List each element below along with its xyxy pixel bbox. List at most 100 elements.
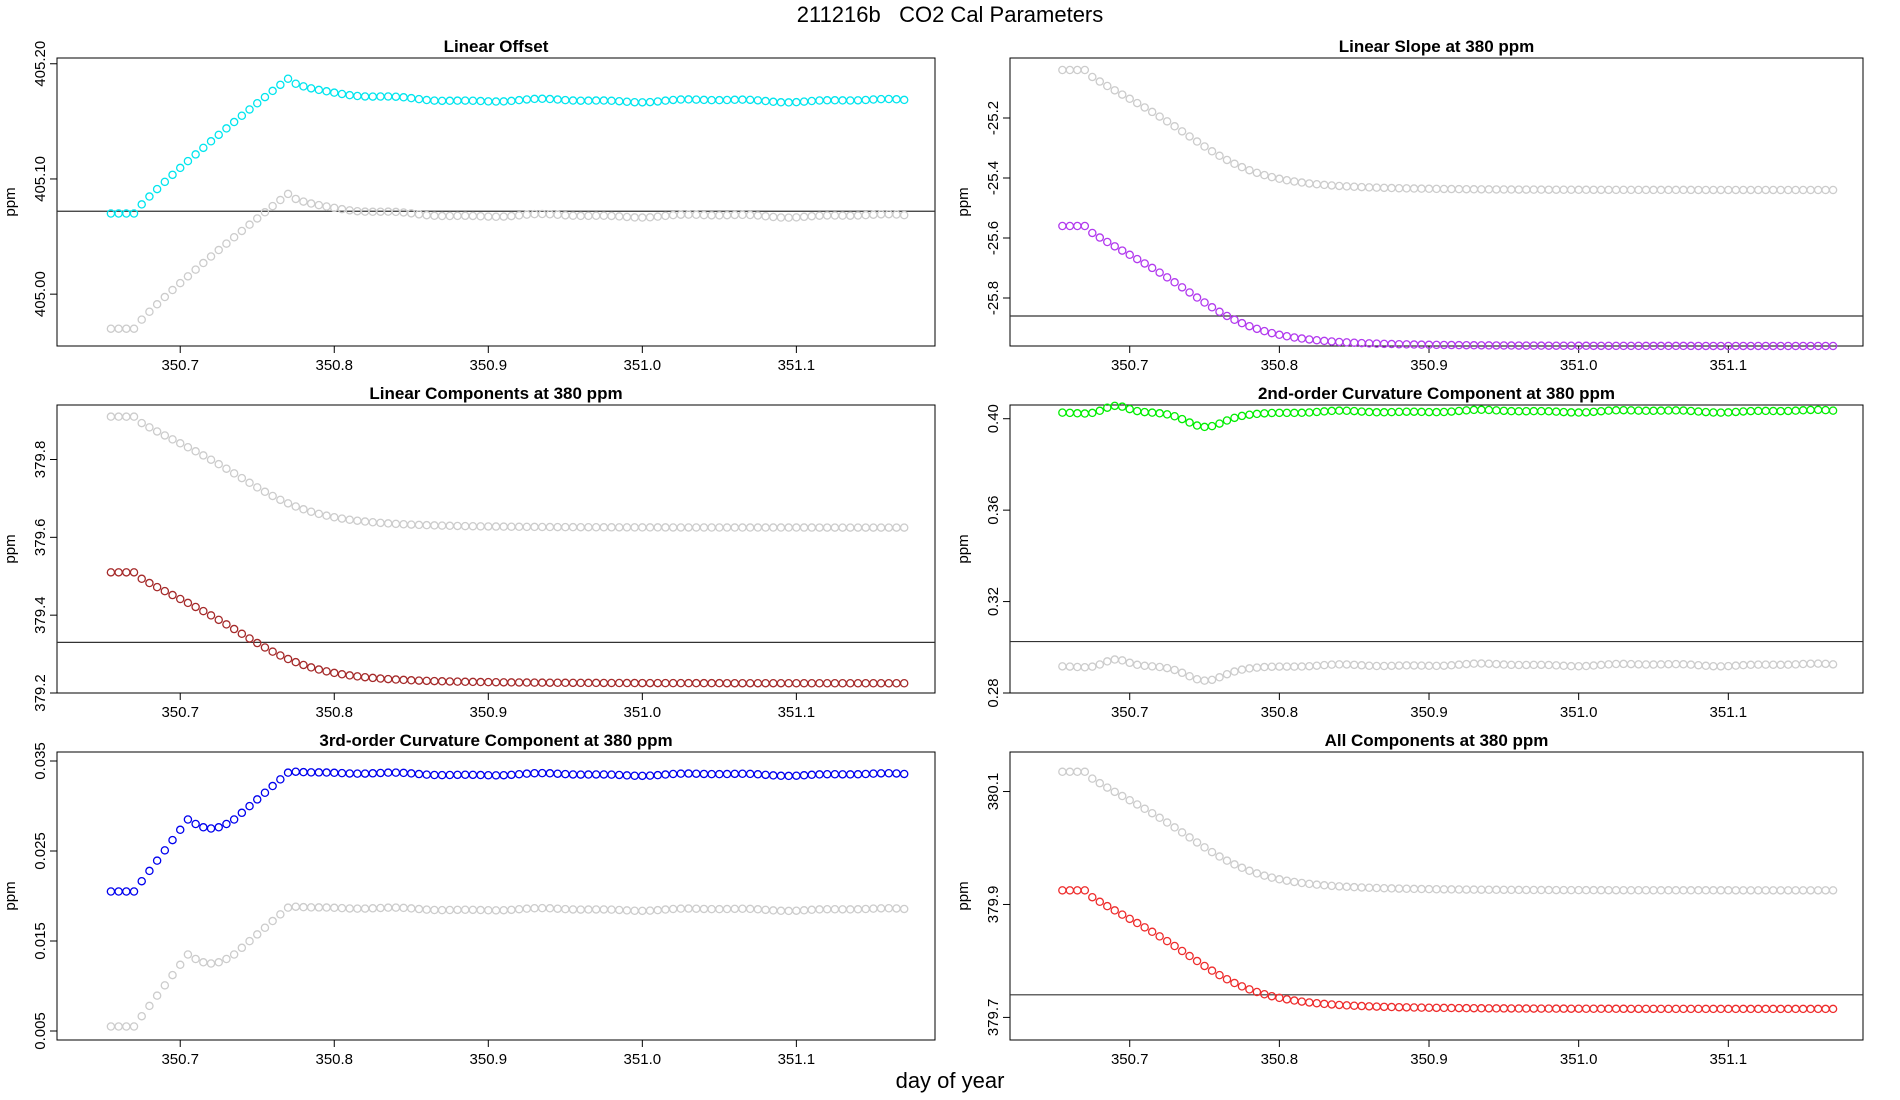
- data-point: [137, 418, 146, 428]
- data-point: [1282, 662, 1292, 671]
- data-point: [869, 523, 878, 532]
- data-point: [1177, 283, 1187, 292]
- data-point: [638, 678, 647, 688]
- data-point: [383, 674, 393, 684]
- data-point: [530, 678, 539, 687]
- data-point: [1507, 406, 1516, 416]
- data-point: [499, 212, 508, 221]
- data-point: [1080, 409, 1090, 418]
- x-tick-label: 350.9: [470, 357, 508, 374]
- data-point: [1267, 328, 1277, 338]
- data-point: [807, 770, 817, 780]
- data-point: [830, 904, 840, 914]
- panel-2: Linear Slope at 380 ppm ppm 350.7 350.8 350.…: [955, 37, 1864, 374]
- data-point: [122, 887, 131, 896]
- data-point: [1694, 1004, 1703, 1014]
- data-point: [784, 771, 793, 781]
- data-point: [645, 523, 655, 532]
- data-point: [145, 1001, 154, 1011]
- data-point: [1155, 268, 1164, 277]
- y-tick-label: 379.8: [32, 441, 49, 479]
- data-point: [114, 412, 123, 421]
- data-point: [676, 904, 686, 913]
- data-point: [676, 678, 686, 688]
- data-point: [422, 676, 431, 686]
- data-point: [799, 906, 809, 915]
- data-point: [638, 906, 647, 916]
- data-point: [430, 211, 439, 221]
- data-point: [1439, 184, 1449, 194]
- data-point: [291, 902, 301, 911]
- data-point: [1140, 407, 1149, 417]
- data-point: [137, 574, 146, 584]
- data-point: [260, 643, 270, 652]
- data-point: [1432, 1003, 1441, 1013]
- x-tick-label: 351.1: [1710, 1051, 1748, 1068]
- data-point: [1724, 886, 1733, 895]
- data-point: [514, 211, 524, 220]
- data-point: [1357, 407, 1366, 416]
- data-point: [1058, 65, 1067, 75]
- data-point: [1806, 405, 1815, 415]
- data-point: [1162, 663, 1172, 673]
- data-point: [1245, 664, 1254, 673]
- data-point: [684, 210, 693, 219]
- data-point: [437, 96, 447, 106]
- data-point: [899, 210, 909, 220]
- data-point: [745, 678, 755, 688]
- data-point: [1551, 185, 1561, 194]
- data-point: [399, 520, 408, 529]
- data-point: [645, 213, 655, 222]
- data-point: [1529, 660, 1539, 670]
- plot-frame: [56, 404, 936, 694]
- data-point: [753, 770, 763, 779]
- data-point: [699, 904, 709, 914]
- x-tick-label: 351.1: [778, 357, 816, 374]
- data-point: [129, 1022, 139, 1031]
- data-point: [653, 212, 662, 221]
- data-point: [1559, 185, 1568, 194]
- data-point: [715, 678, 724, 688]
- data-point: [1230, 315, 1239, 325]
- data-point: [407, 520, 416, 529]
- data-point: [1716, 662, 1726, 671]
- data-point: [1447, 340, 1456, 350]
- x-tick-label: 350.9: [1410, 357, 1448, 374]
- data-point: [553, 769, 562, 778]
- data-point: [807, 523, 817, 532]
- data-point: [322, 667, 331, 676]
- data-point: [784, 906, 793, 916]
- data-point: [368, 92, 378, 101]
- data-point: [268, 86, 277, 96]
- data-point: [514, 904, 524, 914]
- data-point: [1671, 1004, 1681, 1014]
- data-point: [345, 769, 354, 778]
- data-point: [268, 916, 277, 926]
- data-point: [1349, 660, 1359, 670]
- data-point: [391, 903, 401, 912]
- data-point: [414, 904, 424, 914]
- data-point: [1147, 408, 1157, 417]
- data-point: [252, 483, 262, 492]
- data-point: [199, 958, 208, 967]
- data-point: [1394, 1002, 1404, 1012]
- data-point: [1581, 185, 1591, 195]
- data-point: [1656, 185, 1666, 195]
- data-point: [1110, 242, 1120, 251]
- data-point: [1469, 405, 1479, 415]
- data-point: [1551, 885, 1561, 895]
- data-point: [892, 679, 901, 688]
- data-point: [414, 520, 424, 530]
- data-point: [1230, 667, 1239, 676]
- data-point: [1103, 237, 1112, 247]
- data-point: [1125, 94, 1134, 104]
- series-2: [1058, 886, 1838, 1014]
- data-point: [1731, 407, 1741, 417]
- x-tick-label: 350.7: [1111, 357, 1149, 374]
- data-point: [707, 904, 716, 914]
- data-point: [1372, 1002, 1381, 1011]
- data-point: [1222, 975, 1232, 984]
- data-point: [1469, 341, 1479, 350]
- data-point: [722, 678, 732, 688]
- data-point: [1312, 661, 1322, 670]
